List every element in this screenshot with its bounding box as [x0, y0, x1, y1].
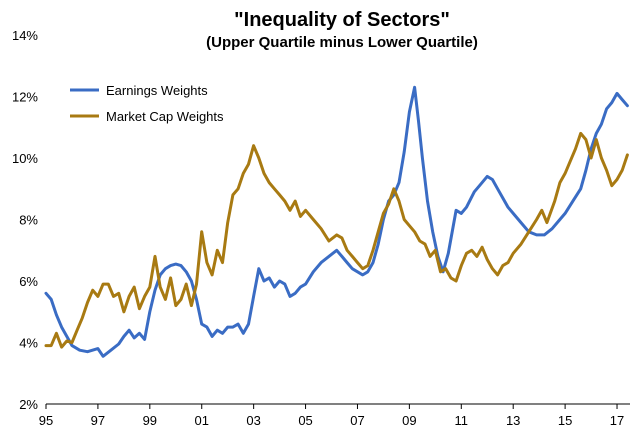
- y-tick-label: 14%: [12, 28, 38, 43]
- x-tick-label: 07: [350, 413, 364, 428]
- series-line-market-cap-weights: [44, 131, 629, 349]
- x-tick-label: 17: [610, 413, 624, 428]
- y-tick-label: 8%: [19, 213, 38, 228]
- y-axis-ticks: 2% 4% 6% 8% 10% 12% 14%: [12, 28, 38, 412]
- x-tick-label: 05: [298, 413, 312, 428]
- chart-title: "Inequality of Sectors": [234, 9, 450, 31]
- x-tick-label: 99: [143, 413, 157, 428]
- x-tick-label: 11: [455, 413, 469, 428]
- y-tick-label: 12%: [12, 90, 38, 105]
- y-tick-label: 2%: [19, 397, 38, 412]
- x-tick-label: 13: [506, 413, 520, 428]
- legend-label-earnings-weights: Earnings Weights: [106, 83, 208, 98]
- legend-label-market-cap-weights: Market Cap Weights: [106, 109, 224, 124]
- series-layer: [44, 85, 629, 358]
- x-tick-label: 97: [91, 413, 105, 428]
- y-tick-label: 6%: [19, 274, 38, 289]
- x-tick-label: 03: [246, 413, 260, 428]
- x-tick-label: 15: [558, 413, 572, 428]
- x-tick-label: 09: [402, 413, 416, 428]
- x-axis: 95 97 99 01 03 05 07 09 11 13 15 17: [39, 403, 630, 428]
- y-tick-label: 10%: [12, 151, 38, 166]
- x-tick-label: 01: [194, 413, 208, 428]
- series-line-earnings-weights: [44, 85, 629, 358]
- x-tick-label: 95: [39, 413, 53, 428]
- y-tick-label: 4%: [19, 336, 38, 351]
- chart-subtitle: (Upper Quartile minus Lower Quartile): [206, 34, 478, 51]
- legend: Earnings Weights Market Cap Weights: [70, 83, 224, 124]
